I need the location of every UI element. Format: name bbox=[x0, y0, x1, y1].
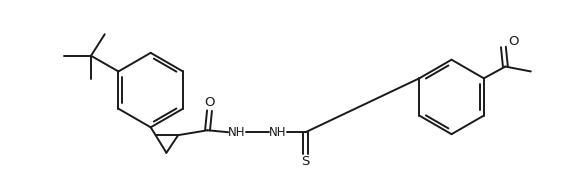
Text: S: S bbox=[301, 155, 310, 168]
Text: O: O bbox=[508, 35, 518, 48]
Text: NH: NH bbox=[228, 126, 246, 139]
Text: O: O bbox=[204, 96, 215, 109]
Text: NH: NH bbox=[269, 126, 287, 139]
